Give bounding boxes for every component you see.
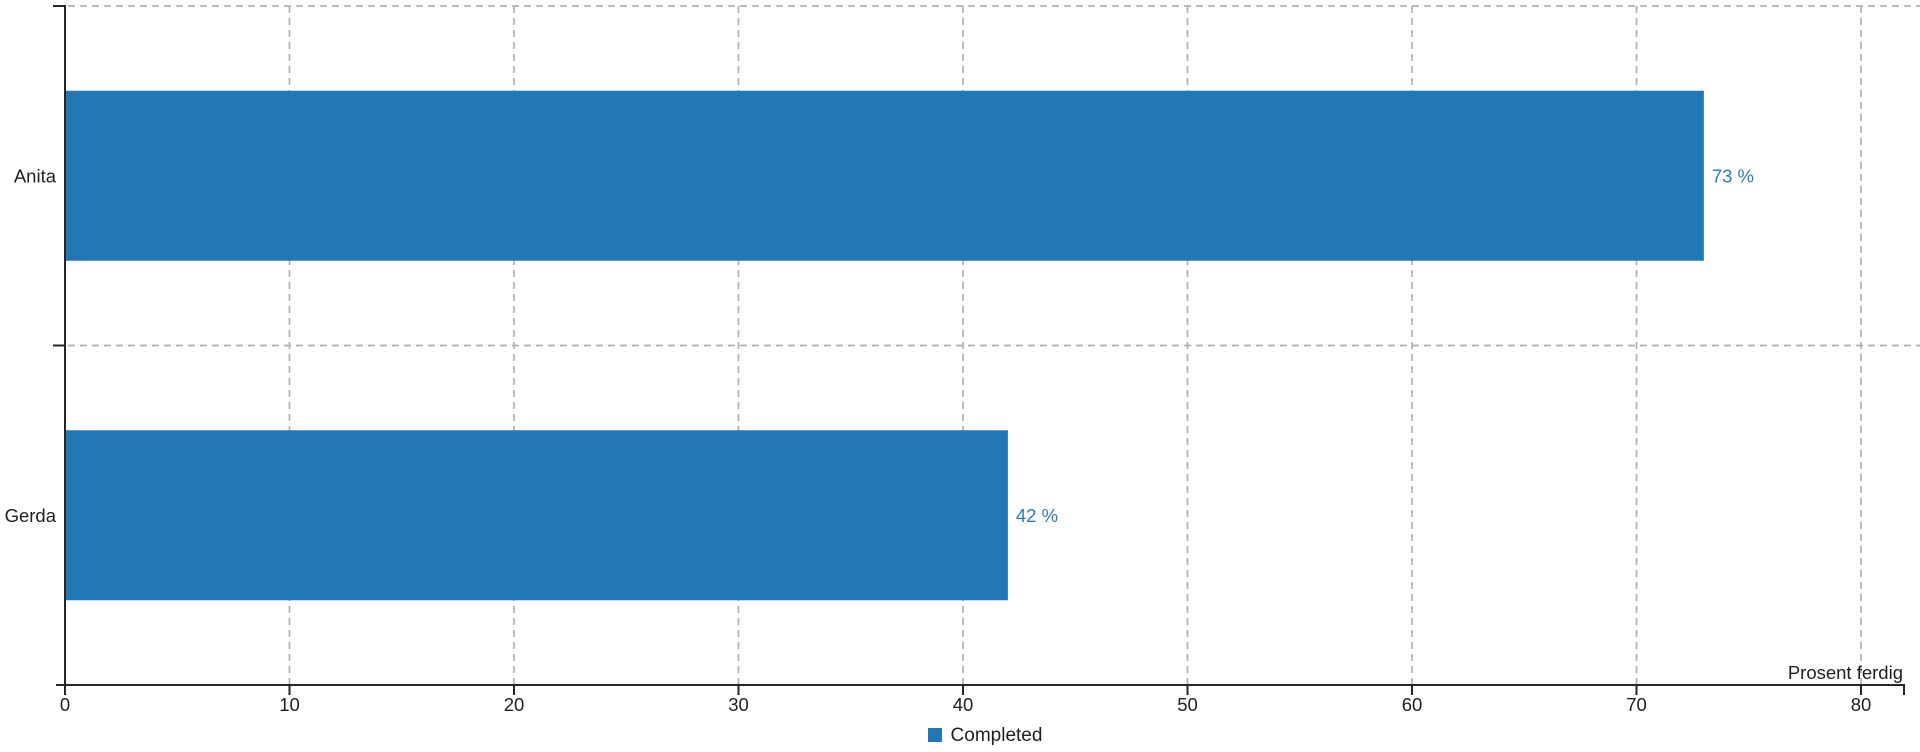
category-label-anita: Anita bbox=[14, 165, 57, 186]
x-tick-label-70: 70 bbox=[1626, 694, 1647, 715]
value-label-gerda: 42 % bbox=[1016, 505, 1058, 526]
bar-gerda[interactable] bbox=[66, 430, 1008, 601]
value-label-anita: 73 % bbox=[1712, 165, 1754, 186]
x-tick-label-0: 0 bbox=[60, 694, 70, 715]
x-tick-label-60: 60 bbox=[1402, 694, 1423, 715]
x-tick-label-20: 20 bbox=[504, 694, 525, 715]
legend-swatch-completed bbox=[927, 728, 942, 742]
legend: Completed bbox=[65, 723, 1905, 747]
legend-item-completed[interactable]: Completed bbox=[927, 724, 1043, 746]
x-tick-label-40: 40 bbox=[953, 694, 974, 715]
x-tick-label-80: 80 bbox=[1851, 694, 1872, 715]
x-tick-label-30: 30 bbox=[728, 694, 749, 715]
x-tick-label-50: 50 bbox=[1177, 694, 1198, 715]
x-axis-title: Prosent ferdig bbox=[1788, 662, 1903, 683]
category-label-gerda: Gerda bbox=[5, 505, 57, 526]
x-tick-label-10: 10 bbox=[279, 694, 300, 715]
legend-label-completed: Completed bbox=[950, 724, 1043, 746]
bar-anita[interactable] bbox=[66, 90, 1704, 261]
